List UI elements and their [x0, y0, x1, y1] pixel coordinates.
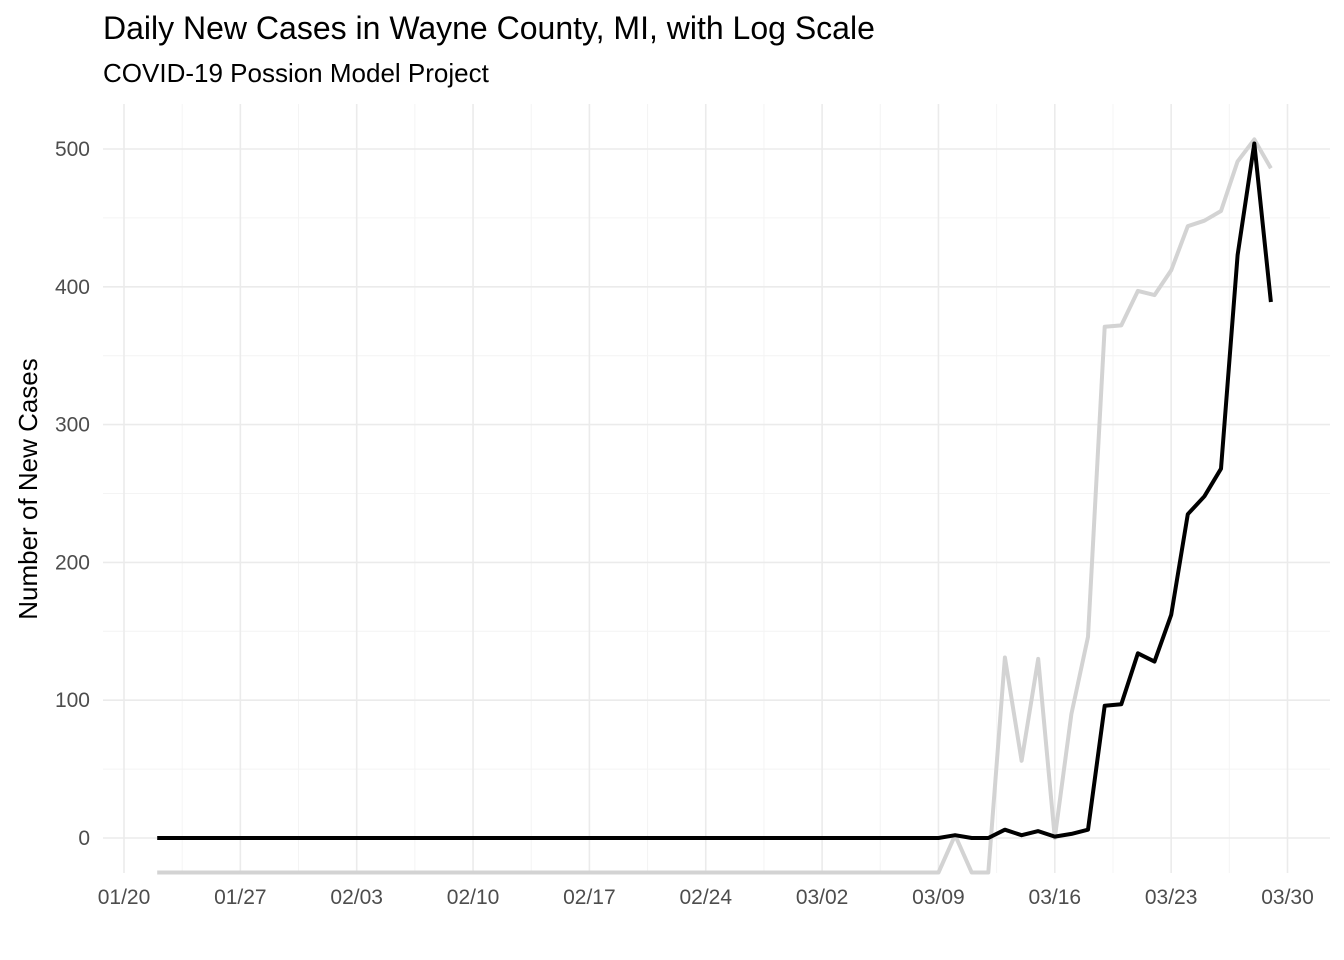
chart-subtitle: COVID-19 Possion Model Project [103, 58, 489, 88]
series-line-1 [157, 137, 1273, 875]
x-tick-label: 02/24 [679, 886, 732, 909]
x-tick-label: 03/09 [912, 886, 965, 909]
x-tick-label: 02/03 [330, 886, 383, 909]
x-tick-label: 03/16 [1029, 886, 1082, 909]
y-axis-tick-labels: 0 100 200 300 400 500 [55, 138, 90, 850]
series-lines [157, 137, 1273, 875]
x-tick-label: 03/02 [796, 886, 849, 909]
minor-gridlines [103, 104, 1330, 873]
y-axis-title: Number of New Cases [13, 358, 43, 620]
major-gridlines [103, 104, 1330, 873]
x-tick-label: 02/10 [447, 886, 500, 909]
x-tick-label: 01/20 [98, 886, 151, 909]
y-tick-label: 300 [55, 414, 90, 437]
y-tick-label: 500 [55, 138, 90, 161]
x-tick-label: 03/23 [1145, 886, 1198, 909]
y-tick-label: 400 [55, 276, 90, 299]
chart-title: Daily New Cases in Wayne County, MI, wit… [103, 10, 875, 46]
x-tick-label: 03/30 [1261, 886, 1314, 909]
x-tick-label: 02/17 [563, 886, 616, 909]
y-tick-label: 0 [78, 827, 90, 850]
x-tick-label: 01/27 [214, 886, 267, 909]
y-tick-label: 200 [55, 551, 90, 574]
y-tick-label: 100 [55, 689, 90, 712]
x-axis-tick-labels: 01/20 01/27 02/03 02/10 02/17 02/24 03/02 03/09… [98, 886, 1314, 909]
series-line-2 [157, 141, 1273, 840]
